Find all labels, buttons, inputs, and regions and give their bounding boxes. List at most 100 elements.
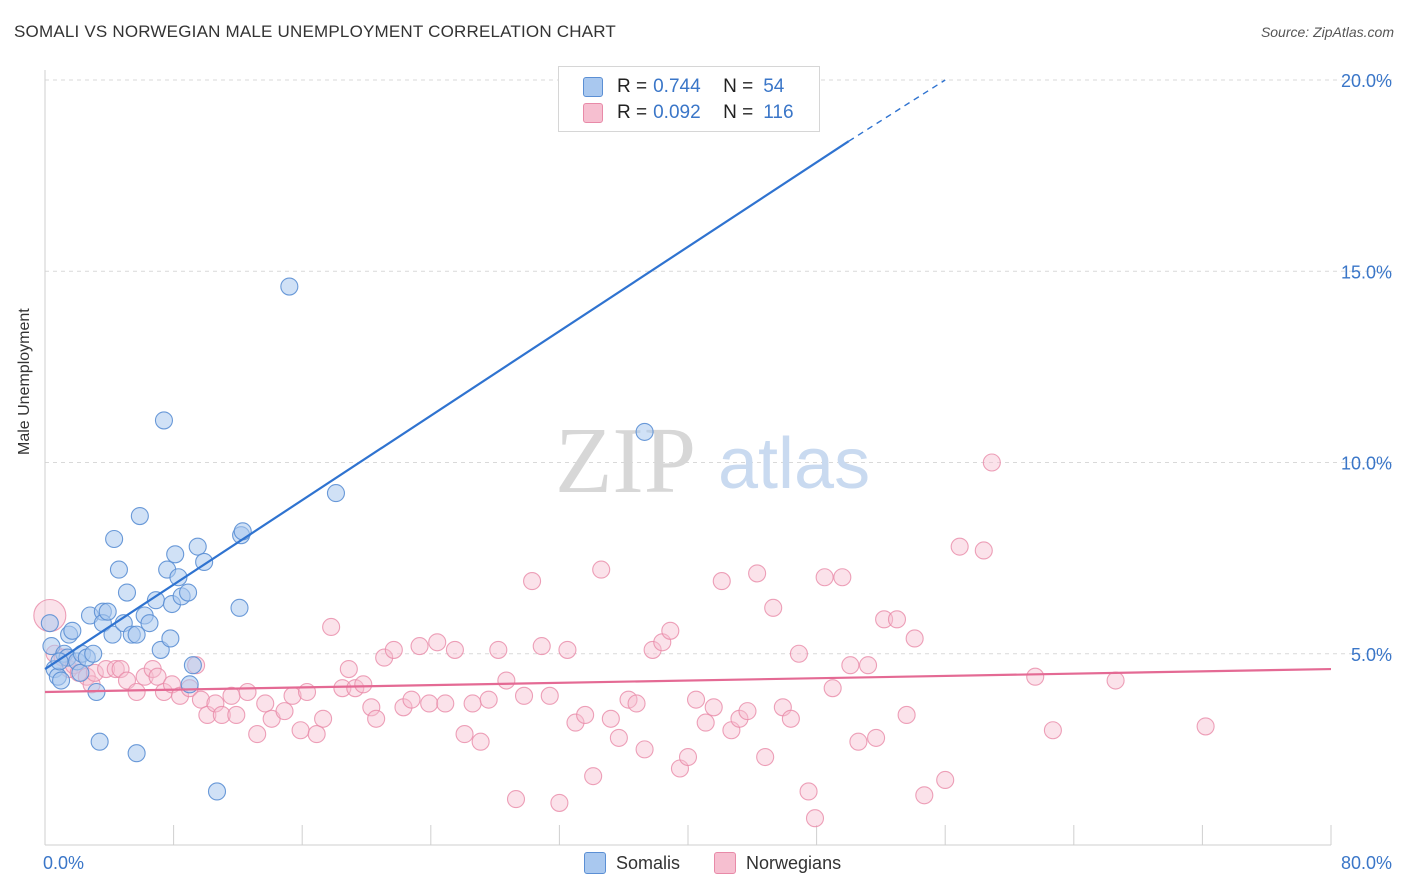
norwegian-point	[471, 732, 490, 751]
legend-label-somalis: Somalis	[616, 852, 681, 873]
norwegian-point	[696, 713, 715, 732]
somali-point	[130, 506, 149, 526]
norwegian-point	[455, 725, 474, 744]
norwegian-point	[436, 694, 455, 713]
norwegian-point	[704, 698, 723, 717]
legend-item-somalis[interactable]: Somalis	[584, 852, 680, 874]
n-label: N =	[723, 102, 754, 123]
legend-row-norwegian: R = 0.092 N = 116	[583, 101, 794, 125]
norwegian-point	[627, 694, 646, 713]
norwegian-point	[661, 621, 680, 640]
somali-point	[98, 602, 117, 621]
norwegians-swatch	[714, 852, 737, 874]
y-tick-label: 10.0%	[1341, 454, 1392, 474]
norwegian-point	[1043, 721, 1062, 740]
somali-point	[63, 621, 82, 640]
norwegian-point	[833, 568, 852, 587]
norwegian-point	[362, 698, 381, 717]
norwegian-point	[540, 686, 559, 705]
norwegian-point	[858, 656, 878, 675]
somali-point	[140, 614, 159, 633]
y-tick-label: 15.0%	[1341, 262, 1392, 282]
norwegian-point	[428, 633, 447, 652]
watermark: ZIP atlas	[555, 409, 870, 513]
norwegian-point	[584, 767, 603, 786]
somali-trend-line	[44, 140, 850, 670]
norwegian-point	[479, 690, 498, 709]
somali-points	[40, 82, 723, 801]
norwegian-point	[550, 793, 569, 812]
legend-item-norwegians[interactable]: Norwegians	[714, 852, 841, 874]
norwegian-point	[576, 705, 595, 725]
somali-point	[154, 411, 174, 430]
norwegian-point	[275, 702, 294, 721]
norwegian-point	[322, 617, 341, 637]
norwegian-point	[887, 610, 907, 629]
somalis-swatch	[584, 852, 606, 874]
somali-point	[161, 629, 180, 648]
legend-row-somali: R = 0.744 N = 54	[583, 75, 784, 99]
somali-point	[127, 625, 146, 644]
norwegian-point	[248, 725, 267, 744]
norwegian-swatch	[583, 103, 603, 123]
somali-point	[207, 782, 227, 801]
series-legend: Somalis Norwegians	[584, 852, 875, 874]
norwegian-point	[867, 728, 886, 747]
norwegian-point	[111, 659, 130, 679]
somali-point	[109, 560, 128, 579]
norwegian-point	[905, 629, 924, 648]
norwegian-point	[227, 705, 246, 725]
norwegian-point	[897, 705, 916, 725]
norwegian-point	[1106, 671, 1125, 690]
somali-point	[188, 537, 207, 556]
somali-point	[166, 545, 185, 564]
norwegian-point	[974, 541, 993, 560]
norwegian-point	[1196, 717, 1215, 736]
norwegian-point	[97, 659, 116, 679]
norwegian-points	[33, 453, 1215, 828]
norwegian-point	[354, 675, 373, 694]
norwegian-point	[410, 637, 429, 656]
somali-trend-extension	[848, 79, 946, 142]
norwegian-trend-line	[44, 667, 1332, 694]
norwegian-r-value: 0.092	[653, 102, 701, 123]
norwegian-point	[815, 568, 834, 587]
norwegian-point	[206, 694, 225, 713]
norwegian-point	[1026, 667, 1045, 686]
norwegian-point	[635, 740, 654, 759]
norwegian-point	[712, 572, 731, 591]
norwegian-point	[799, 782, 818, 801]
y-tick-label: 20.0%	[1341, 71, 1392, 91]
norwegian-point	[191, 690, 210, 709]
norwegian-point	[384, 640, 403, 659]
somali-point	[117, 583, 137, 602]
norwegian-point	[463, 694, 482, 713]
norwegian-point	[748, 564, 767, 583]
somali-n-value: 54	[763, 76, 785, 97]
x-tick-label-min: 0.0%	[43, 853, 84, 873]
norwegian-point	[238, 682, 257, 702]
norwegian-point	[314, 709, 333, 728]
somali-swatch	[583, 77, 603, 97]
norwegian-point	[514, 686, 534, 705]
somali-point	[52, 671, 71, 690]
somali-point	[105, 529, 124, 549]
norwegian-point	[506, 790, 526, 809]
watermark-zip: ZIP	[555, 409, 696, 513]
somali-point	[90, 732, 109, 751]
norwegian-point	[532, 637, 551, 656]
chart-title: SOMALI VS NORWEGIAN MALE UNEMPLOYMENT CO…	[14, 22, 617, 41]
norwegian-point	[789, 644, 808, 663]
norwegian-point	[291, 721, 310, 740]
n-label: N =	[723, 76, 754, 97]
somali-point	[103, 625, 122, 644]
trend-lines	[44, 79, 1332, 694]
norwegian-point	[841, 656, 860, 675]
norwegian-point	[643, 640, 662, 659]
norwegian-point	[367, 709, 386, 728]
somali-point	[179, 583, 198, 602]
legend-label-norwegians: Norwegians	[746, 852, 842, 873]
somali-point	[183, 656, 202, 675]
tick-labels: 5.0% 10.0% 15.0% 20.0% 0.0% 80.0%	[43, 71, 1392, 873]
somali-point	[230, 598, 249, 617]
